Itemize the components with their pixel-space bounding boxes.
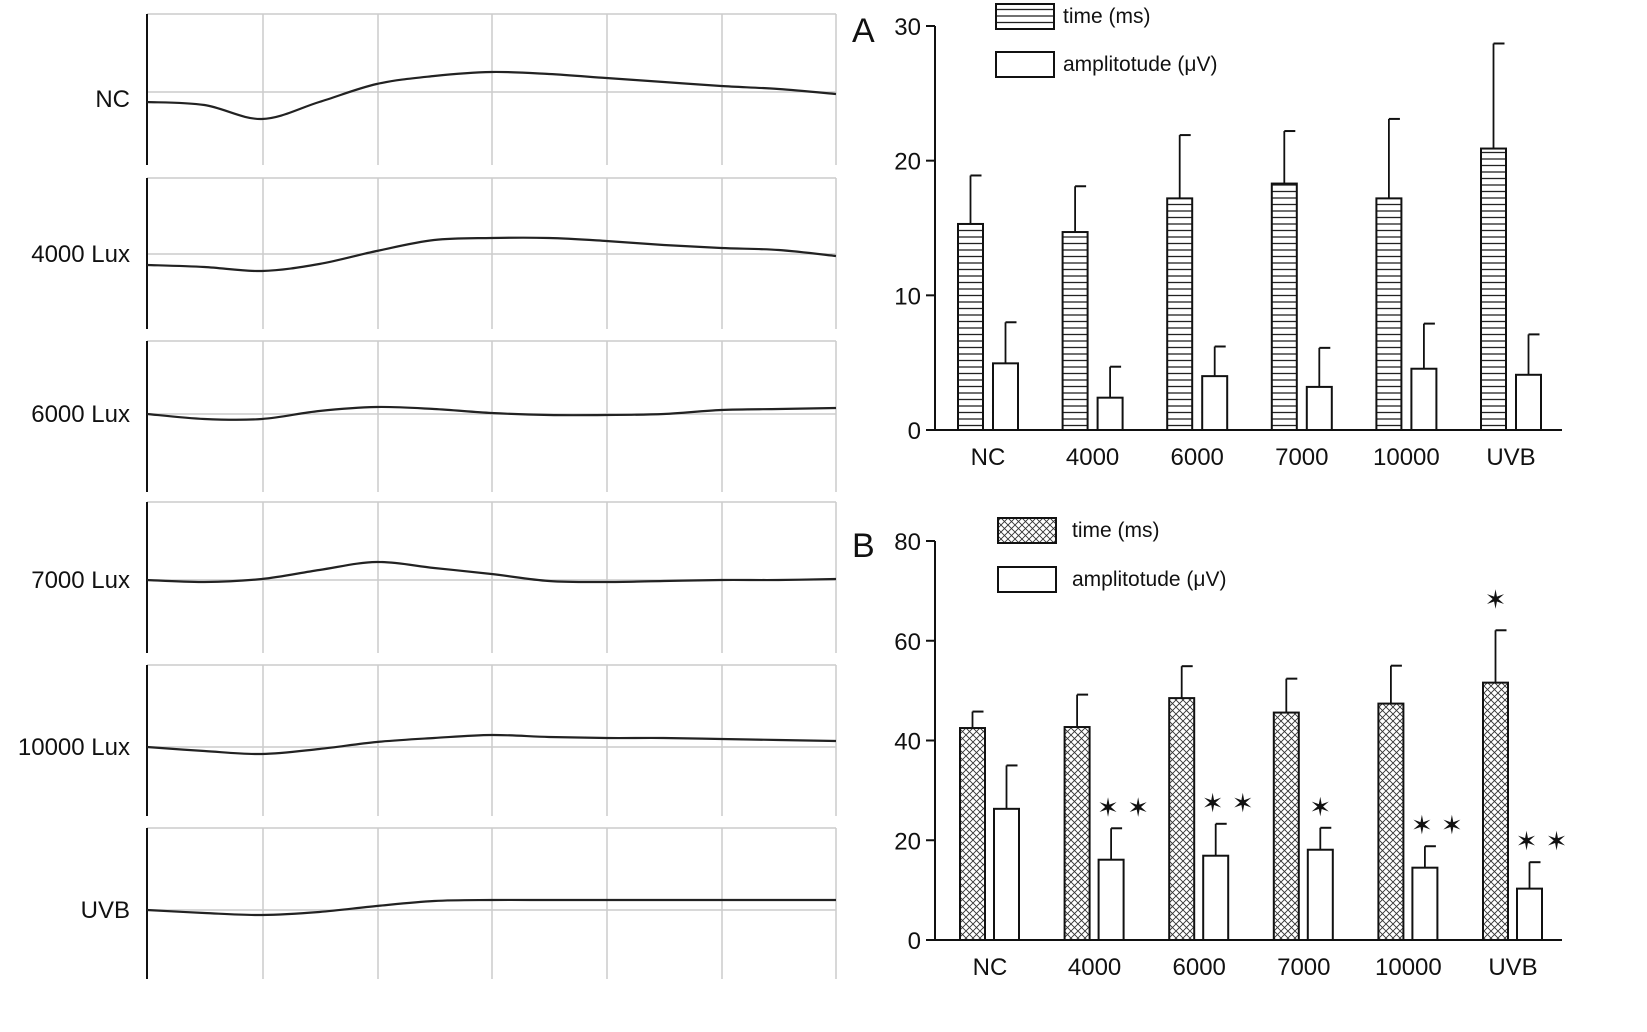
trace-line-nc <box>146 70 837 121</box>
legend-swatch <box>995 3 1055 30</box>
significance-marker: ✶ ✶ <box>1516 827 1568 857</box>
panel-label: A <box>852 12 875 50</box>
significance-marker: ✶ ✶ <box>1202 789 1254 819</box>
legend-label: amplitotude (μV) <box>1063 53 1218 76</box>
bar-amplitude <box>1201 375 1229 431</box>
x-tick-label: NC <box>973 954 1008 981</box>
x-tick-label: NC <box>971 444 1006 471</box>
significance-marker: ✶ <box>1485 585 1507 615</box>
y-tick-label: 60 <box>894 629 921 656</box>
x-tick-label: 7000 <box>1277 954 1330 981</box>
y-tick-label: 0 <box>908 418 921 445</box>
bar-chart-b: 0 20 40 60 80 B time (ms) amplitotude (μV) NC ✶ ✶… <box>852 517 1568 981</box>
bar-amplitude <box>1097 858 1125 941</box>
x-tick-label: 4000 <box>1068 954 1121 981</box>
bar-amplitude <box>1516 887 1543 941</box>
x-tick-label: 7000 <box>1275 444 1328 471</box>
legend-swatch <box>997 566 1057 593</box>
y-tick-label: 10 <box>894 283 921 310</box>
trace-line-7000-lux <box>146 560 837 584</box>
trace-line-4000-lux <box>146 236 837 273</box>
x-tick-label: 6000 <box>1171 444 1224 471</box>
x-tick-label: 4000 <box>1066 444 1119 471</box>
bar-time <box>1168 697 1196 942</box>
bar-amplitude <box>1515 373 1542 431</box>
bar-amplitude <box>992 362 1019 431</box>
trace-panel: 10000 Lux <box>18 664 837 816</box>
bar-time <box>957 222 984 431</box>
bar-time <box>1480 147 1507 431</box>
trace-label: UVB <box>81 897 130 924</box>
legend-swatch <box>997 517 1057 544</box>
trace-panel: 6000 Lux <box>31 340 837 492</box>
trace-line-6000-lux <box>146 405 837 421</box>
bar-amplitude <box>1305 385 1333 432</box>
significance-marker: ✶ <box>1309 793 1331 823</box>
bar-time <box>1270 182 1298 431</box>
x-tick-label: UVB <box>1486 444 1535 471</box>
erg-traces: NC 4000 Lux 6000 Lux 7000 Lux 10000 Lux UVB <box>18 13 837 979</box>
y-tick-label: 20 <box>894 149 921 176</box>
bar-time <box>1061 231 1089 431</box>
x-tick-label: 10000 <box>1375 954 1442 981</box>
trace-panel: 4000 Lux <box>31 177 837 329</box>
x-tick-label: 6000 <box>1173 954 1226 981</box>
trace-label: 6000 Lux <box>31 401 130 428</box>
trace-label: 10000 Lux <box>18 734 130 761</box>
trace-label: 7000 Lux <box>31 567 130 594</box>
bar-time <box>1375 197 1403 431</box>
trace-line-uvb <box>146 898 836 917</box>
bar-time <box>959 727 986 941</box>
y-tick-label: 20 <box>894 828 921 855</box>
bar-time <box>1272 711 1300 941</box>
significance-marker: ✶ ✶ <box>1097 793 1149 823</box>
legend-label: time (ms) <box>1072 519 1160 542</box>
legend-swatch <box>995 51 1055 78</box>
trace-panel: 7000 Lux <box>31 501 837 653</box>
bar-amplitude <box>1306 848 1334 942</box>
bar-chart-a: 0 10 20 30 A time (ms) amplitotude (μV) NC 4000 6… <box>852 3 1562 471</box>
bar-amplitude <box>1410 367 1438 431</box>
bar-amplitude <box>1411 866 1439 942</box>
bar-amplitude <box>1202 854 1230 941</box>
x-tick-label: 10000 <box>1373 444 1440 471</box>
y-tick-label: 40 <box>894 729 921 756</box>
legend-label: amplitotude (μV) <box>1072 568 1227 591</box>
bar-time <box>1377 702 1405 942</box>
trace-label: NC <box>95 86 130 113</box>
bar-amplitude <box>1096 396 1124 431</box>
bar-amplitude <box>993 807 1020 941</box>
bar-time <box>1166 197 1194 431</box>
y-tick-label: 0 <box>908 928 921 955</box>
panel-label: B <box>852 527 875 565</box>
trace-panel: NC <box>95 13 837 165</box>
bar-time <box>1482 681 1509 942</box>
significance-marker: ✶ ✶ <box>1411 811 1463 841</box>
bar-time <box>1063 726 1091 941</box>
x-tick-label: UVB <box>1488 954 1537 981</box>
legend-label: time (ms) <box>1063 5 1151 28</box>
trace-line-10000-lux <box>146 733 837 756</box>
y-tick-label: 80 <box>894 529 921 556</box>
y-tick-label: 30 <box>894 14 921 41</box>
trace-label: 4000 Lux <box>31 241 130 268</box>
trace-panel: UVB <box>81 827 837 979</box>
